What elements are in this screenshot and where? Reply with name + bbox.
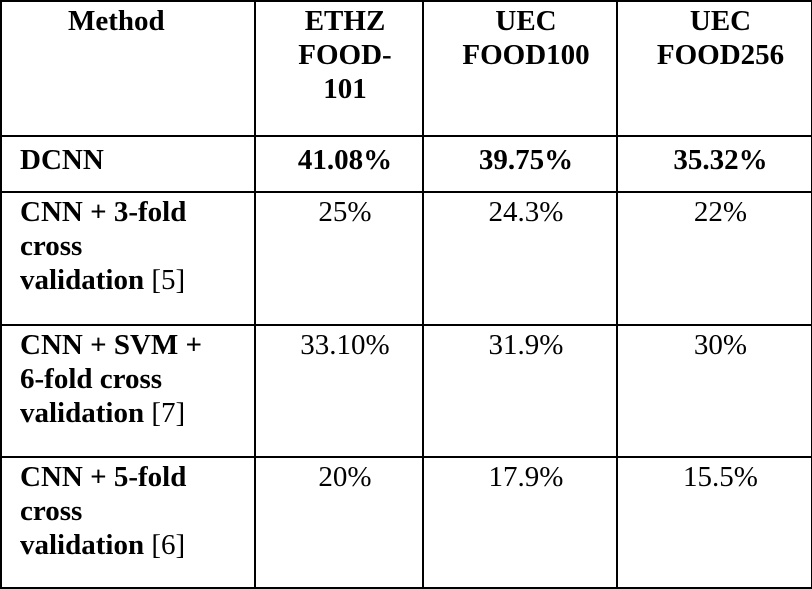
header-method: Method: [0, 0, 256, 137]
table-row: CNN + 5-fold cross validation [6] 20% 17…: [0, 456, 812, 589]
value-cell-uec256: 35.32%: [616, 135, 812, 193]
value-cell-uec100: 39.75%: [422, 135, 618, 193]
value-cell-uec100: 17.9%: [422, 456, 618, 589]
method-cell: CNN + 3-fold cross validation [5]: [0, 191, 256, 326]
header-uec-food100: UEC FOOD100: [422, 0, 618, 137]
citation-ref: [6]: [151, 529, 186, 561]
value-cell-ethz: 20%: [254, 456, 424, 589]
value-cell-uec100: 24.3%: [422, 191, 618, 326]
method-cell: CNN + 5-fold cross validation [6]: [0, 456, 256, 589]
header-ethz-food-101: ETHZ FOOD- 101: [254, 0, 424, 137]
value-cell-ethz: 41.08%: [254, 135, 424, 193]
value-cell-uec256: 22%: [616, 191, 812, 326]
value-cell-ethz: 25%: [254, 191, 424, 326]
table-row: CNN + SVM + 6-fold cross validation [7] …: [0, 324, 812, 458]
citation-ref: [7]: [151, 397, 186, 429]
table-header-row: Method ETHZ FOOD- 101 UEC FOOD100 UEC FO…: [0, 0, 812, 137]
value-cell-uec256: 15.5%: [616, 456, 812, 589]
value-cell-uec100: 31.9%: [422, 324, 618, 458]
table-row: CNN + 3-fold cross validation [5] 25% 24…: [0, 191, 812, 326]
table-row: DCNN 41.08% 39.75% 35.32%: [0, 135, 812, 193]
value-cell-ethz: 33.10%: [254, 324, 424, 458]
header-uec-food256: UEC FOOD256: [616, 0, 812, 137]
value-cell-uec256: 30%: [616, 324, 812, 458]
citation-ref: [5]: [151, 264, 186, 296]
method-cell: CNN + SVM + 6-fold cross validation [7]: [0, 324, 256, 458]
method-cell: DCNN: [0, 135, 256, 193]
